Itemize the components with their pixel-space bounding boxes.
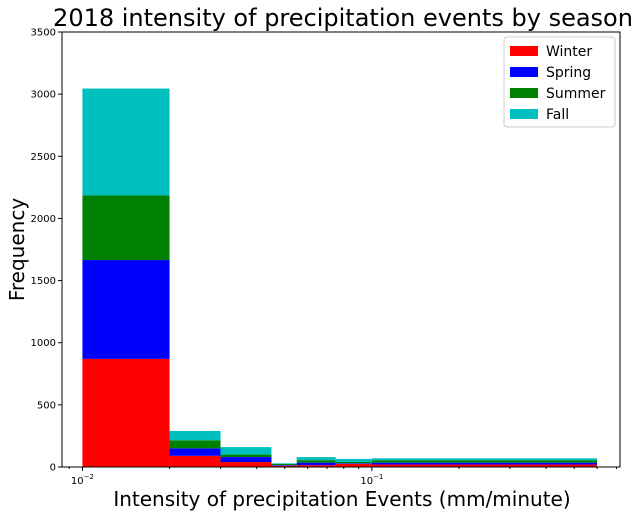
y-tick-label: 0 (50, 463, 56, 474)
bar-winter-3 (271, 465, 297, 467)
bar-spring-6 (371, 462, 598, 465)
bar-spring-4 (296, 462, 336, 466)
legend-label-fall: Fall (546, 107, 569, 123)
bar-spring-5 (335, 463, 372, 464)
y-tick-label: 1000 (31, 338, 56, 349)
bar-winter-6 (371, 464, 598, 467)
x-tick-label: 10−2 (71, 473, 94, 487)
bar-winter-5 (335, 463, 372, 467)
legend-swatch-winter (510, 46, 538, 56)
legend-box (503, 36, 616, 128)
bar-summer-0 (82, 195, 170, 261)
legend-swatch-summer (510, 88, 538, 98)
bar-winter-2 (220, 462, 272, 467)
bar-summer-3 (271, 463, 297, 466)
bar-fall-6 (371, 458, 598, 461)
bar-summer-1 (169, 440, 221, 449)
legend-swatch-fall (510, 109, 538, 119)
bar-winter-1 (169, 455, 221, 467)
bar-summer-5 (335, 462, 372, 464)
bar-fall-2 (220, 447, 272, 455)
legend-label-summer: Summer (546, 86, 606, 102)
bar-fall-4 (296, 457, 336, 461)
bar-summer-2 (220, 454, 272, 458)
bar-spring-1 (169, 448, 221, 456)
bar-summer-4 (296, 460, 336, 463)
y-tick-label: 3500 (31, 28, 56, 39)
bar-fall-3 (271, 463, 297, 464)
bar-spring-3 (271, 465, 297, 466)
x-axis: 10−2 10−1 (68, 467, 617, 487)
legend-label-spring: Spring (546, 65, 591, 81)
bar-winter-4 (296, 465, 336, 467)
y-axis: 0 500 1000 1500 2000 2500 3000 3500 (31, 28, 62, 474)
bar-fall-0 (82, 88, 170, 196)
legend-swatch-spring (510, 67, 538, 77)
bars-group (82, 88, 598, 467)
chart-title: 2018 intensity of precipitation events b… (53, 4, 633, 32)
y-tick-label: 3000 (31, 90, 56, 101)
bar-winter-0 (82, 358, 170, 467)
y-tick-label: 2500 (31, 152, 56, 163)
bar-summer-6 (371, 460, 598, 463)
bar-fall-5 (335, 458, 372, 463)
y-tick-label: 500 (37, 400, 56, 411)
y-axis-label: Frequency (5, 198, 29, 301)
x-tick-label: 10−1 (360, 473, 383, 487)
plot-frame (61, 31, 621, 468)
legend: Winter Spring Summer Fall (503, 36, 616, 128)
y-tick-label: 2000 (31, 214, 56, 225)
legend-label-winter: Winter (546, 44, 592, 60)
bar-spring-0 (82, 260, 170, 359)
x-axis-label: Intensity of precipitation Events (mm/mi… (113, 487, 570, 511)
y-tick-label: 1500 (31, 276, 56, 287)
bar-fall-1 (169, 430, 221, 441)
bar-spring-2 (220, 457, 272, 463)
